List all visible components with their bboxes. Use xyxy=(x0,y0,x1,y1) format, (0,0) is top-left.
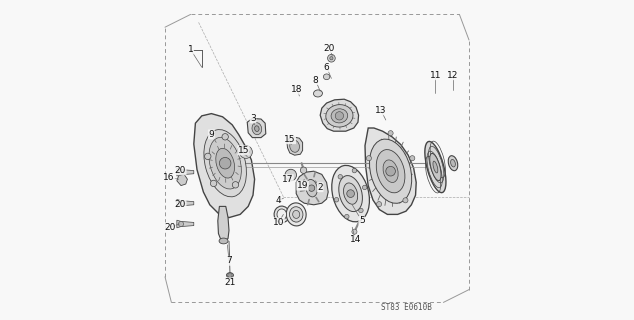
Ellipse shape xyxy=(255,126,259,132)
Polygon shape xyxy=(247,118,266,138)
Ellipse shape xyxy=(293,211,300,218)
Ellipse shape xyxy=(433,161,438,173)
Text: 15: 15 xyxy=(238,146,249,155)
Ellipse shape xyxy=(252,123,262,135)
Polygon shape xyxy=(320,99,359,131)
Circle shape xyxy=(238,147,244,153)
Polygon shape xyxy=(296,171,328,205)
Ellipse shape xyxy=(209,137,242,189)
Polygon shape xyxy=(177,168,194,176)
Ellipse shape xyxy=(370,139,411,203)
Ellipse shape xyxy=(332,165,370,222)
Text: 20: 20 xyxy=(164,223,176,232)
Text: 7: 7 xyxy=(226,256,232,265)
Circle shape xyxy=(301,167,307,173)
Polygon shape xyxy=(194,114,255,218)
Text: 16: 16 xyxy=(164,173,175,182)
Circle shape xyxy=(386,166,396,176)
Circle shape xyxy=(219,157,231,169)
Text: 14: 14 xyxy=(350,236,361,244)
Text: 15: 15 xyxy=(284,135,295,144)
Ellipse shape xyxy=(339,176,363,212)
Ellipse shape xyxy=(425,141,446,193)
Circle shape xyxy=(222,134,228,140)
Text: 11: 11 xyxy=(430,71,441,80)
Circle shape xyxy=(308,185,314,191)
Ellipse shape xyxy=(204,130,247,197)
Ellipse shape xyxy=(216,148,235,178)
Text: 5: 5 xyxy=(359,216,365,225)
Ellipse shape xyxy=(323,74,330,80)
Ellipse shape xyxy=(219,238,228,244)
Circle shape xyxy=(352,229,357,234)
Text: 8: 8 xyxy=(313,76,318,84)
Circle shape xyxy=(328,54,335,62)
Ellipse shape xyxy=(274,206,290,223)
Ellipse shape xyxy=(226,273,233,278)
Circle shape xyxy=(232,182,238,188)
Circle shape xyxy=(388,131,393,136)
Text: 13: 13 xyxy=(375,106,387,115)
Ellipse shape xyxy=(313,90,323,97)
Text: 20: 20 xyxy=(175,166,186,175)
Circle shape xyxy=(240,146,252,158)
Ellipse shape xyxy=(306,180,317,197)
Text: 20: 20 xyxy=(175,200,186,209)
Circle shape xyxy=(359,208,363,213)
Circle shape xyxy=(285,169,297,181)
Circle shape xyxy=(377,202,382,207)
Text: ST83 E0610B: ST83 E0610B xyxy=(381,303,432,312)
Text: 6: 6 xyxy=(324,63,330,72)
Ellipse shape xyxy=(290,140,299,152)
Ellipse shape xyxy=(344,183,358,204)
Circle shape xyxy=(363,185,367,190)
Circle shape xyxy=(205,153,211,160)
Text: 19: 19 xyxy=(297,181,308,190)
Circle shape xyxy=(366,156,372,161)
Ellipse shape xyxy=(451,159,455,167)
Ellipse shape xyxy=(277,209,287,220)
Text: 10: 10 xyxy=(273,218,285,227)
Circle shape xyxy=(228,273,232,277)
Circle shape xyxy=(330,57,333,60)
Circle shape xyxy=(403,198,408,203)
Text: 3: 3 xyxy=(250,114,256,123)
Circle shape xyxy=(347,190,354,197)
Polygon shape xyxy=(177,220,194,228)
Ellipse shape xyxy=(326,105,353,127)
Circle shape xyxy=(178,201,184,206)
Ellipse shape xyxy=(430,153,441,181)
Polygon shape xyxy=(218,206,229,242)
Text: 12: 12 xyxy=(448,71,458,80)
Ellipse shape xyxy=(331,109,347,123)
Text: 20: 20 xyxy=(323,44,335,52)
Circle shape xyxy=(338,174,342,179)
Circle shape xyxy=(410,156,415,161)
Text: 1: 1 xyxy=(188,45,193,54)
Ellipse shape xyxy=(290,207,303,222)
Text: 2: 2 xyxy=(318,183,323,192)
Polygon shape xyxy=(177,199,194,207)
Ellipse shape xyxy=(383,160,398,182)
Ellipse shape xyxy=(376,149,405,193)
Circle shape xyxy=(178,221,184,227)
Circle shape xyxy=(210,180,217,187)
Text: 17: 17 xyxy=(281,175,294,184)
Text: 21: 21 xyxy=(224,278,236,287)
Text: 9: 9 xyxy=(209,130,214,139)
Polygon shape xyxy=(365,128,416,214)
Circle shape xyxy=(178,170,184,175)
Polygon shape xyxy=(287,137,302,155)
Circle shape xyxy=(243,149,249,155)
Text: 4: 4 xyxy=(276,196,281,204)
Circle shape xyxy=(335,112,344,120)
Circle shape xyxy=(334,197,339,202)
Circle shape xyxy=(345,214,349,219)
Circle shape xyxy=(352,168,356,173)
Polygon shape xyxy=(177,174,188,186)
Ellipse shape xyxy=(287,203,306,226)
Text: 18: 18 xyxy=(292,85,303,94)
Ellipse shape xyxy=(448,156,458,171)
